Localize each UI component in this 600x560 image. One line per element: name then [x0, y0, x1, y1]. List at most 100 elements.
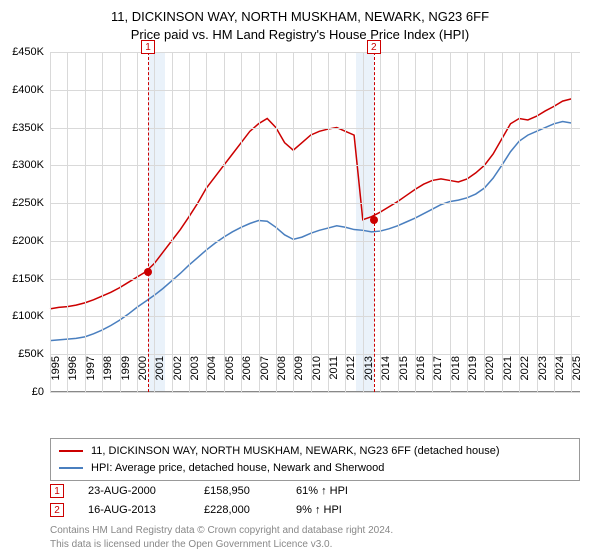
gridline-h	[50, 165, 580, 166]
x-tick-label: 2008	[276, 356, 288, 396]
gridline-v	[554, 52, 555, 392]
plot: £0£50K£100K£150K£200K£250K£300K£350K£400…	[50, 52, 580, 392]
gridline-v	[154, 52, 155, 392]
y-tick-label: £50K	[18, 348, 44, 360]
gridline-v	[276, 52, 277, 392]
sale-marker-dot	[144, 268, 152, 276]
title-address: 11, DICKINSON WAY, NORTH MUSKHAM, NEWARK…	[0, 8, 600, 26]
y-tick-label: £450K	[12, 46, 44, 58]
legend-row: HPI: Average price, detached house, Newa…	[59, 460, 571, 477]
legend-row: 11, DICKINSON WAY, NORTH MUSKHAM, NEWARK…	[59, 443, 571, 460]
gridline-v	[502, 52, 503, 392]
gridline-v	[345, 52, 346, 392]
gridline-h	[50, 52, 580, 53]
x-tick-label: 2012	[345, 356, 357, 396]
gridline-h	[50, 90, 580, 91]
gridline-h	[50, 241, 580, 242]
x-tick-label: 2010	[311, 356, 323, 396]
sale-price: £228,000	[204, 501, 272, 520]
sales-row: 2 16-AUG-2013 £228,000 9% ↑ HPI	[50, 501, 386, 520]
x-tick-label: 2017	[432, 356, 444, 396]
sale-date: 16-AUG-2013	[88, 501, 180, 520]
x-tick-label: 2016	[415, 356, 427, 396]
sales-table: 1 23-AUG-2000 £158,950 61% ↑ HPI 2 16-AU…	[50, 482, 386, 519]
gridline-v	[206, 52, 207, 392]
gridline-v	[189, 52, 190, 392]
sale-marker-dot	[370, 216, 378, 224]
gridline-v	[450, 52, 451, 392]
gridline-v	[467, 52, 468, 392]
gridline-v	[398, 52, 399, 392]
gridline-v	[85, 52, 86, 392]
x-tick-label: 1998	[102, 356, 114, 396]
y-tick-label: £150K	[12, 273, 44, 285]
gridline-v	[537, 52, 538, 392]
sale-date: 23-AUG-2000	[88, 482, 180, 501]
chart-area: £0£50K£100K£150K£200K£250K£300K£350K£400…	[50, 52, 580, 392]
x-tick-label: 1997	[85, 356, 97, 396]
gridline-v	[224, 52, 225, 392]
gridline-h	[50, 316, 580, 317]
gridline-v	[380, 52, 381, 392]
legend-swatch-hpi	[59, 467, 83, 469]
sale-relative-hpi: 61% ↑ HPI	[296, 482, 386, 501]
footer: Contains HM Land Registry data © Crown c…	[50, 524, 393, 551]
gridline-v	[120, 52, 121, 392]
gridline-v	[172, 52, 173, 392]
gridline-v	[415, 52, 416, 392]
legend-label: 11, DICKINSON WAY, NORTH MUSKHAM, NEWARK…	[91, 443, 500, 460]
x-tick-label: 2014	[380, 356, 392, 396]
y-tick-label: £400K	[12, 84, 44, 96]
x-tick-label: 1999	[120, 356, 132, 396]
x-tick-label: 2007	[259, 356, 271, 396]
sale-marker-badge: 2	[367, 40, 381, 54]
x-tick-label: 2023	[537, 356, 549, 396]
x-tick-label: 2024	[554, 356, 566, 396]
y-tick-label: £200K	[12, 235, 44, 247]
footer-licence: This data is licensed under the Open Gov…	[50, 538, 393, 552]
gridline-v	[484, 52, 485, 392]
x-tick-label: 2003	[189, 356, 201, 396]
gridline-v	[519, 52, 520, 392]
sale-marker-badge: 1	[141, 40, 155, 54]
gridline-v	[363, 52, 364, 392]
footer-copyright: Contains HM Land Registry data © Crown c…	[50, 524, 393, 538]
x-tick-label: 2009	[293, 356, 305, 396]
gridline-v	[137, 52, 138, 392]
y-tick-label: £100K	[12, 310, 44, 322]
gridline-v	[50, 52, 51, 392]
sale-relative-hpi: 9% ↑ HPI	[296, 501, 386, 520]
title-block: 11, DICKINSON WAY, NORTH MUSKHAM, NEWARK…	[0, 0, 600, 44]
x-tick-label: 2011	[328, 356, 340, 396]
sale-price: £158,950	[204, 482, 272, 501]
x-tick-label: 2020	[484, 356, 496, 396]
gridline-h	[50, 128, 580, 129]
sale-marker-badge: 1	[50, 484, 64, 498]
y-tick-label: £0	[32, 386, 44, 398]
x-tick-label: 2001	[154, 356, 166, 396]
x-tick-label: 2019	[467, 356, 479, 396]
sale-marker-badge: 2	[50, 503, 64, 517]
x-tick-label: 2022	[519, 356, 531, 396]
y-tick-label: £250K	[12, 197, 44, 209]
chart-container: { "title": { "line1": "11, DICKINSON WAY…	[0, 0, 600, 560]
y-tick-label: £300K	[12, 159, 44, 171]
x-tick-label: 2004	[206, 356, 218, 396]
gridline-v	[328, 52, 329, 392]
gridline-v	[67, 52, 68, 392]
legend-label: HPI: Average price, detached house, Newa…	[91, 460, 384, 477]
gridline-v	[293, 52, 294, 392]
x-tick-label: 2005	[224, 356, 236, 396]
x-tick-label: 2006	[241, 356, 253, 396]
title-subtitle: Price paid vs. HM Land Registry's House …	[0, 26, 600, 44]
legend-swatch-property	[59, 450, 83, 452]
sale-marker-line	[148, 52, 149, 392]
gridline-v	[259, 52, 260, 392]
x-tick-label: 1995	[50, 356, 62, 396]
y-tick-label: £350K	[12, 122, 44, 134]
gridline-v	[432, 52, 433, 392]
gridline-v	[241, 52, 242, 392]
gridline-v	[311, 52, 312, 392]
x-tick-label: 2021	[502, 356, 514, 396]
x-tick-label: 2015	[398, 356, 410, 396]
